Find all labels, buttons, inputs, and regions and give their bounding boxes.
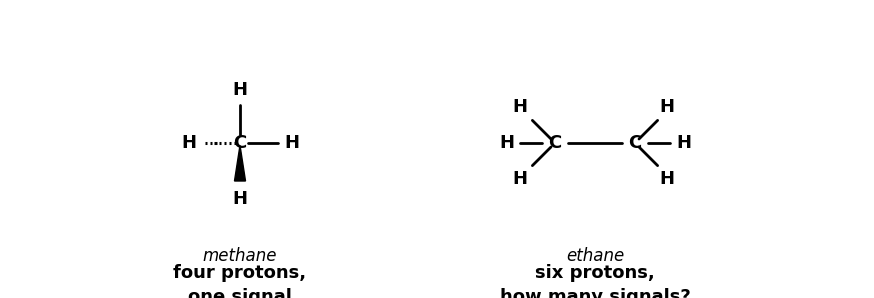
Text: H: H [499,134,514,152]
Text: C: C [233,134,246,152]
Text: H: H [232,81,247,99]
Text: H: H [232,190,247,208]
Text: methane: methane [203,247,277,265]
Text: H: H [512,98,527,117]
Text: H: H [676,134,691,152]
Text: ethane: ethane [565,247,624,265]
Polygon shape [234,145,246,181]
Text: six protons,
how many signals?: six protons, how many signals? [500,263,690,298]
Text: C: C [628,134,642,152]
Text: four protons,
one signal: four protons, one signal [173,263,307,298]
Text: H: H [512,170,527,188]
Text: H: H [660,170,675,188]
Text: H: H [660,98,675,117]
Text: C: C [548,134,562,152]
Text: H: H [181,134,196,152]
Text: H: H [284,134,299,152]
